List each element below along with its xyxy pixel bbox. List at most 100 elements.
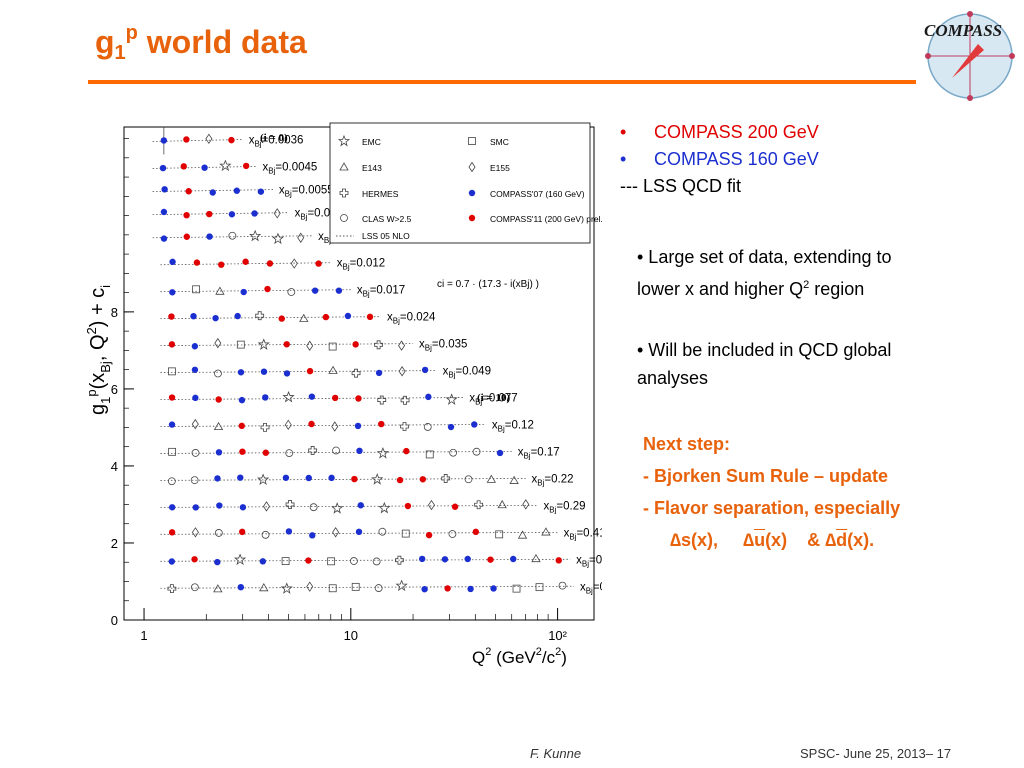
compass200-point — [403, 447, 410, 455]
bullet-text: COMPASS 160 GeV — [654, 149, 819, 169]
next-step-item: - Flavor separation, especially — [643, 498, 901, 518]
compass160-point — [215, 449, 223, 456]
next-step-block: Next step: - Bjorken Sum Rule – update -… — [643, 428, 900, 556]
compass160-point — [490, 585, 497, 592]
bin-label: xBj=0.077 — [469, 393, 517, 407]
smc-point — [351, 582, 360, 591]
note-line: • Large set of data, extending to — [637, 247, 892, 267]
compass200-point — [168, 313, 175, 320]
compass160-point — [201, 164, 208, 171]
e155-point — [332, 527, 340, 538]
compass160-point — [160, 208, 168, 216]
e155-point — [522, 499, 530, 510]
clas-point — [228, 231, 237, 240]
compass200-point — [378, 420, 385, 428]
compass200-point — [355, 395, 362, 402]
compass160-point — [418, 555, 426, 563]
bin-label: xBj=0.57 — [576, 554, 602, 568]
legend-label: COMPASS'07 (160 GeV) — [490, 189, 585, 199]
compass160-point — [160, 137, 168, 144]
y-tick-label: 4 — [111, 459, 118, 474]
emc-point — [257, 473, 270, 486]
y-tick-label: 8 — [111, 305, 118, 320]
clas-point — [332, 446, 340, 455]
bin-label: xBj=0.049 — [443, 366, 491, 380]
smc-point — [236, 340, 245, 349]
e155-point — [284, 419, 292, 431]
smc-point — [281, 557, 290, 566]
bullet-marker: • — [620, 122, 627, 142]
clas-point — [340, 214, 348, 222]
smc-point — [168, 447, 177, 456]
hermes-point — [255, 311, 265, 321]
compass200-point — [239, 448, 246, 455]
emc-point — [280, 582, 293, 594]
e143-point — [259, 583, 269, 592]
next-step-item: - Bjorken Sum Rule – update — [643, 466, 889, 486]
smc-point — [512, 584, 521, 593]
chart-legend: EMC SMC E143 E155 HERMES COMPASS'07 (160 GeV)… — [329, 122, 602, 244]
smc-point — [401, 529, 410, 538]
e155-point — [306, 581, 314, 592]
compass160-point — [335, 287, 343, 294]
e143-point — [531, 553, 541, 563]
compass160-point — [344, 312, 352, 320]
compass160-point — [283, 370, 291, 377]
emc-point — [395, 579, 408, 592]
compass160-point — [169, 258, 176, 266]
compass160-point — [168, 558, 175, 565]
lss-fit-line — [160, 558, 571, 562]
compass200-point — [305, 557, 312, 564]
compass160-point — [468, 189, 476, 197]
hermes-point — [374, 340, 384, 350]
clas-point — [472, 447, 481, 456]
lss-fit-line — [160, 451, 512, 454]
lss-fit-line — [160, 289, 351, 293]
legend-label: EMC — [362, 137, 381, 147]
clas-point — [309, 503, 318, 512]
bullet-compass-160: • COMPASS 160 GeV — [620, 149, 819, 170]
slide-title: g1p world data — [95, 22, 307, 64]
clas-point — [558, 581, 567, 590]
compass200-point — [555, 557, 562, 564]
compass200-point — [419, 476, 427, 483]
compass200-point — [238, 422, 245, 430]
compass200-point — [193, 259, 201, 266]
compass160-point — [260, 368, 268, 375]
compass160-point — [305, 474, 312, 482]
compass200-point — [266, 260, 274, 267]
compass200-point — [242, 258, 249, 265]
compass160-point — [212, 314, 219, 322]
e143-point — [213, 421, 224, 431]
bullet-lss-fit: --- LSS QCD fit — [620, 176, 741, 197]
compass160-point — [237, 474, 244, 481]
compass160-point — [282, 474, 290, 481]
bullet-text: LSS QCD fit — [643, 176, 742, 196]
compass200-point — [218, 261, 225, 268]
e143-point — [497, 499, 507, 509]
compass200-point — [308, 420, 315, 428]
compass160-point — [238, 396, 246, 404]
e143-point — [339, 162, 349, 171]
legend-label: HERMES — [362, 189, 399, 199]
compass200-point — [168, 529, 176, 536]
compass160-point — [467, 585, 474, 593]
lss-fit-line — [160, 585, 574, 589]
clas-point — [374, 584, 383, 592]
compass200-point — [331, 394, 339, 402]
lss-fit-line — [152, 212, 289, 216]
x-axis-label: Q2 (GeV2/c2) — [472, 646, 567, 667]
clas-point — [285, 449, 294, 458]
compass160-point — [257, 188, 265, 195]
e155-point — [306, 340, 314, 351]
footer-event: SPSC- June 25, 2013– 17 — [800, 746, 952, 761]
clas-point — [448, 530, 457, 538]
compass160-point — [192, 394, 199, 402]
emc-point — [445, 393, 458, 405]
compass200-point — [472, 528, 480, 536]
e143-point — [328, 365, 338, 374]
flavor-formula: ∆s(x), ∆u(x) & ∆d(x). — [670, 530, 875, 550]
compass160-point — [159, 164, 167, 172]
compass200-point — [351, 475, 358, 483]
compass200-point — [264, 285, 271, 293]
